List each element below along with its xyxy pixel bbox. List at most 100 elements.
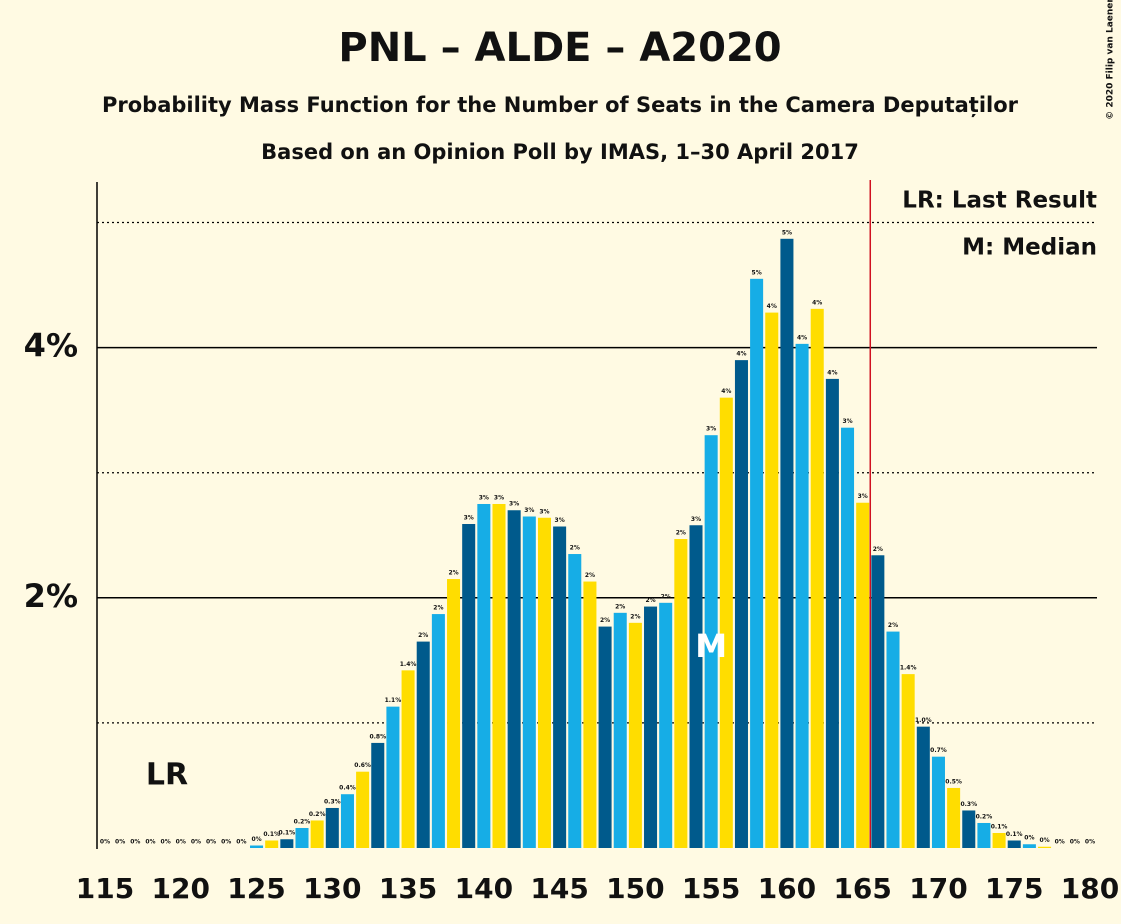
value-label: 0.1% xyxy=(1006,831,1023,838)
value-label: 2% xyxy=(418,632,428,639)
value-label: 0.3% xyxy=(960,801,977,808)
bar xyxy=(841,427,855,848)
value-label: 0% xyxy=(145,839,155,846)
value-label: 4% xyxy=(767,303,777,310)
x-tick-label: 125 xyxy=(227,872,285,905)
bar xyxy=(416,641,430,848)
chart-subtitle: Based on an Opinion Poll by IMAS, 1–30 A… xyxy=(261,140,859,164)
value-label: 0.4% xyxy=(339,785,356,792)
value-label: 0% xyxy=(191,839,201,846)
bar xyxy=(431,614,445,848)
bar xyxy=(992,832,1006,848)
bar xyxy=(750,278,764,848)
value-label: 0% xyxy=(1055,839,1065,846)
bar xyxy=(931,756,945,848)
bar xyxy=(871,555,885,848)
value-label: 0% xyxy=(161,839,171,846)
value-label: 1.4% xyxy=(900,665,917,672)
value-label: 2% xyxy=(676,530,686,537)
x-tick-label: 175 xyxy=(985,872,1043,905)
bar xyxy=(477,503,491,848)
bar xyxy=(674,539,688,848)
value-label: 2% xyxy=(448,570,458,577)
bar xyxy=(280,839,294,848)
value-label: 3% xyxy=(555,517,565,524)
value-label: 2% xyxy=(630,613,640,620)
value-label: 2% xyxy=(888,622,898,629)
bar xyxy=(340,794,354,848)
bar xyxy=(825,378,839,848)
bar xyxy=(1038,846,1052,848)
value-label: 0% xyxy=(1070,839,1080,846)
value-label: 1.1% xyxy=(385,697,402,704)
value-label: 0.2% xyxy=(294,818,311,825)
bar xyxy=(537,517,551,848)
value-label: 2% xyxy=(645,597,655,604)
value-label: 2% xyxy=(433,605,443,612)
value-label: 0% xyxy=(1085,839,1095,846)
bar xyxy=(1007,840,1021,848)
value-label: 5% xyxy=(782,229,792,236)
value-label: 4% xyxy=(827,369,837,376)
chart-title: PNL – ALDE – A2020 xyxy=(338,25,781,71)
value-label: 0% xyxy=(236,839,246,846)
value-label: 4% xyxy=(812,299,822,306)
value-label: 2% xyxy=(661,593,671,600)
bar xyxy=(628,622,642,848)
bar xyxy=(765,312,779,849)
bar xyxy=(492,503,506,848)
value-label: 3% xyxy=(706,426,716,433)
x-tick-label: 180 xyxy=(1061,872,1119,905)
legend-entry: LR: Last Result xyxy=(902,188,1097,214)
value-label: 0% xyxy=(176,839,186,846)
bar xyxy=(250,845,264,848)
value-label: 3% xyxy=(509,501,519,508)
value-label: 0.5% xyxy=(945,778,962,785)
value-label: 0% xyxy=(130,839,140,846)
bar xyxy=(583,581,597,848)
bar xyxy=(1022,844,1036,848)
chart-subtitle: Probability Mass Function for the Number… xyxy=(102,93,1019,118)
bar xyxy=(462,524,476,848)
x-tick-label: 120 xyxy=(152,872,210,905)
value-label: 0.3% xyxy=(324,798,341,805)
value-label: 0.1% xyxy=(991,823,1008,830)
bar xyxy=(916,726,930,848)
value-label: 2% xyxy=(585,572,595,579)
x-tick-label: 160 xyxy=(758,872,816,905)
bar xyxy=(265,840,279,848)
bar xyxy=(507,510,521,848)
bar xyxy=(613,612,627,848)
bar xyxy=(553,526,567,848)
value-label: 1.4% xyxy=(400,661,417,668)
value-label: 4% xyxy=(797,334,807,341)
value-label: 4% xyxy=(721,388,731,395)
bar xyxy=(295,827,309,848)
x-tick-label: 165 xyxy=(833,872,891,905)
bar xyxy=(689,525,703,848)
value-label: 0% xyxy=(100,839,110,846)
bar xyxy=(356,771,370,848)
value-label: 3% xyxy=(494,494,504,501)
value-label: 0% xyxy=(251,836,261,843)
bar xyxy=(310,820,324,848)
y-tick-label: 4% xyxy=(24,327,78,365)
value-label: 0% xyxy=(115,839,125,846)
value-label: 4% xyxy=(736,351,746,358)
bar xyxy=(977,822,991,848)
value-label: 0% xyxy=(1024,835,1034,842)
value-label: 2% xyxy=(615,603,625,610)
value-label: 0.8% xyxy=(369,733,386,740)
value-label: 3% xyxy=(858,493,868,500)
bar xyxy=(886,631,900,848)
bar xyxy=(962,810,976,848)
bar xyxy=(644,606,658,848)
bar xyxy=(901,674,915,848)
bar xyxy=(325,807,339,848)
bar xyxy=(810,308,824,848)
bar xyxy=(780,238,794,848)
x-tick-label: 135 xyxy=(379,872,437,905)
bar xyxy=(386,706,400,848)
bar xyxy=(734,360,748,848)
